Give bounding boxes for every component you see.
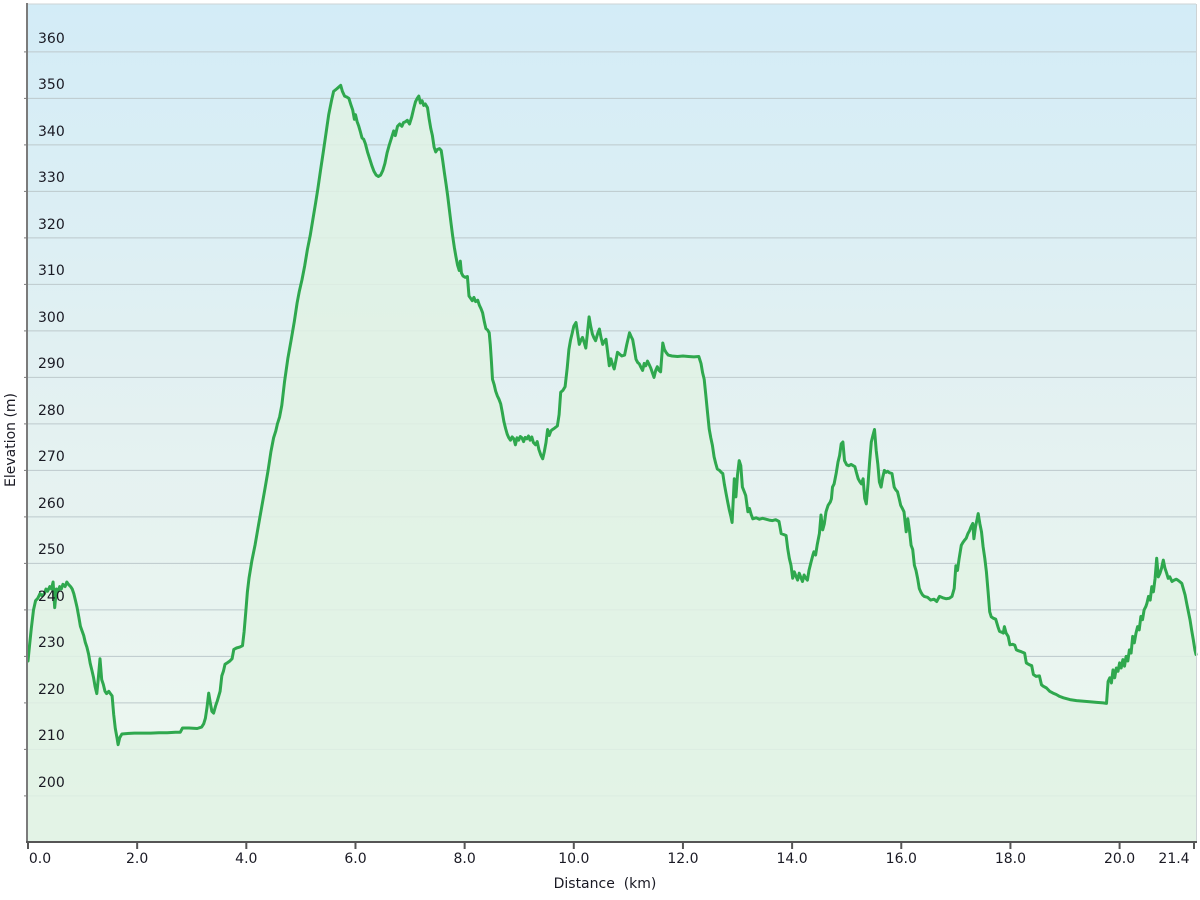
x-tick-label: 10.0 <box>558 851 590 867</box>
x-tick-label: 8.0 <box>453 851 476 867</box>
y-tick-label: 200 <box>38 774 65 791</box>
x-tick-label: 16.0 <box>885 851 917 867</box>
x-tick-label: 4.0 <box>235 851 258 867</box>
x-tick-label: 12.0 <box>667 851 699 867</box>
y-tick-label: 270 <box>38 449 65 466</box>
y-tick-label: 250 <box>38 542 65 559</box>
y-tick-label: 360 <box>38 30 65 47</box>
y-tick-label: 310 <box>38 263 65 280</box>
x-tick-label: 6.0 <box>344 851 367 867</box>
x-tick-label: 0.0 <box>28 851 52 867</box>
x-tick-label: 20.0 <box>1103 851 1136 867</box>
y-tick-label: 300 <box>38 309 65 326</box>
elevation-line <box>26 83 1198 747</box>
y-tick-label: 230 <box>38 635 65 652</box>
x-tick-label: 18.0 <box>994 851 1027 867</box>
x-tick-label: 2.0 <box>126 851 149 867</box>
y-tick-label: 350 <box>38 77 65 94</box>
y-axis-title: Elevation (m) <box>3 392 19 488</box>
elevation-area-fill <box>28 85 1196 841</box>
y-tick-label: 280 <box>38 402 65 419</box>
x-axis-title: Distance (km) <box>553 876 657 892</box>
y-tick-label: 290 <box>38 356 65 373</box>
y-tick-label: 220 <box>38 681 65 698</box>
y-tick-label: 260 <box>38 495 65 512</box>
y-tick-label: 240 <box>38 588 65 605</box>
y-tick-label: 330 <box>38 170 65 187</box>
x-tick-label: 21.4 <box>1158 851 1190 867</box>
y-tick-label: 210 <box>38 728 65 745</box>
y-tick-label: 340 <box>38 123 65 140</box>
x-tick-label: 14.0 <box>776 851 808 867</box>
y-tick-label: 320 <box>38 216 65 233</box>
